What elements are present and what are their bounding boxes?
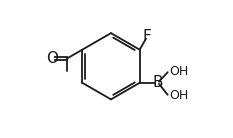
Text: OH: OH xyxy=(169,65,188,78)
Text: B: B xyxy=(152,75,163,90)
Text: O: O xyxy=(46,51,58,66)
Text: OH: OH xyxy=(169,89,188,102)
Text: F: F xyxy=(143,29,152,44)
